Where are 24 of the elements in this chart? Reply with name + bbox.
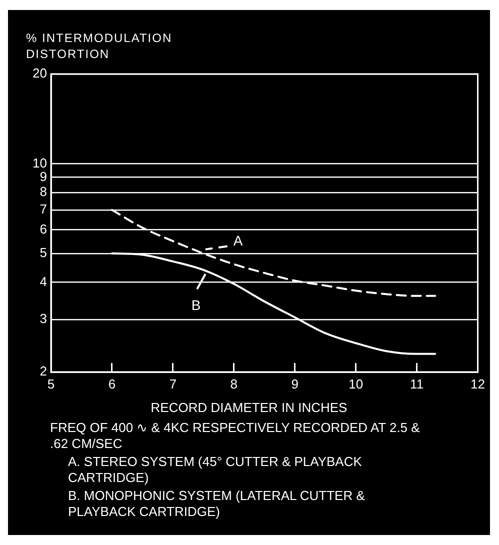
- y-tick-label: 7: [40, 201, 47, 216]
- x-tick-label: 7: [169, 376, 177, 392]
- x-tick-label: 12: [470, 376, 486, 392]
- y-tick-label: 2: [40, 364, 47, 379]
- y-tick-label: 8: [40, 184, 47, 200]
- x-tick-label: 6: [108, 376, 116, 392]
- y-tick-label: 10: [32, 155, 47, 170]
- x-tick-label: 11: [410, 376, 424, 392]
- y-axis-title: % INTERMODULATION DISTORTION: [26, 30, 174, 62]
- y-tick-label: 3: [40, 311, 47, 326]
- y-tick-label: 9: [40, 168, 47, 184]
- text: B. MONOPHONIC SYSTEM (LATERAL CUTTER & PLAYBACK CARTRIDGE): [68, 488, 366, 520]
- x-tick-label: 8: [230, 376, 238, 392]
- y-tick-label: 6: [40, 221, 47, 236]
- x-axis-title: RECORD DIAMETER IN INCHES: [150, 400, 348, 415]
- x-tick-label: 9: [291, 376, 298, 392]
- y-tick-label: 20: [32, 66, 47, 81]
- x-tick-label: 10: [348, 376, 364, 392]
- text: FREQ OF 400 ∿ & 4KC RESPECTIVELY RECORDED AT 2.5 & .62 CM/SEC: [50, 420, 421, 452]
- series-label: B: [191, 296, 201, 313]
- y-tick-label: 4: [40, 274, 47, 289]
- y-tick-label: 5: [40, 244, 47, 260]
- text: A. STEREO SYSTEM (45° CUTTER & PLAYBACK CARTRIDGE): [68, 454, 363, 486]
- legend-label: A: [233, 232, 244, 248]
